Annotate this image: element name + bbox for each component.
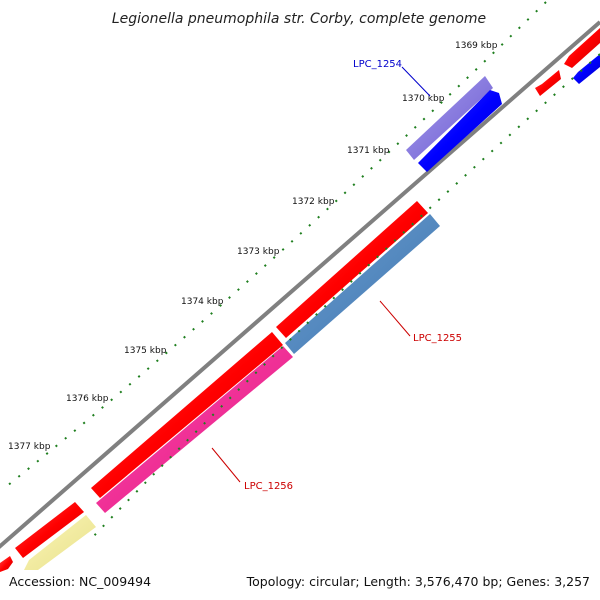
cds-forward[interactable] [535,70,561,96]
tick-label: 1377 kbp [8,442,51,452]
tick-label: 1373 kbp [237,247,280,257]
tick-label: 1369 kbp [455,41,498,51]
gene-lpc-1255[interactable] [285,214,440,354]
tick-label: 1370 kbp [402,94,445,104]
accession-text: Accession: NC_009494 [9,574,152,589]
map-title: Legionella pneumophila str. Corby, compl… [112,11,486,27]
genome-stats-text: Topology: circular; Length: 3,576,470 bp… [246,574,590,589]
tick-dots-outer [1,1,547,491]
tick-label: 1375 kbp [124,346,167,356]
tick-label: 1371 kbp [347,146,390,156]
gene-lpc-1256-forward[interactable] [91,332,283,498]
cds-reverse[interactable] [573,54,600,84]
gene-label-lpc-1255[interactable]: LPC_1255 [413,333,462,344]
gene-label-lpc-1256[interactable]: LPC_1256 [244,481,293,492]
cds-forward[interactable] [0,556,13,572]
cds-pseudo[interactable] [24,515,96,570]
tick-label: 1372 kbp [292,197,335,207]
gene-lpc-1254[interactable] [418,90,502,172]
genome-backbone [0,20,600,549]
cds-forward[interactable] [564,28,600,68]
tick-labels: 1369 kbp 1370 kbp 1371 kbp 1372 kbp 1373… [8,41,498,452]
callout-line-lpc-1256 [211,447,241,483]
gene-label-lpc-1254[interactable]: LPC_1254 [353,59,402,70]
tick-label: 1376 kbp [66,394,109,404]
callout-line-lpc-1254 [401,66,431,97]
callout-line-lpc-1255 [379,300,411,337]
gene-lpc-1255-forward[interactable] [276,201,428,338]
gene-lpc-1254-purple[interactable] [406,76,493,160]
cds-forward[interactable] [15,502,84,558]
gene-lpc-1256[interactable] [96,346,293,513]
tick-label: 1374 kbp [181,297,224,307]
